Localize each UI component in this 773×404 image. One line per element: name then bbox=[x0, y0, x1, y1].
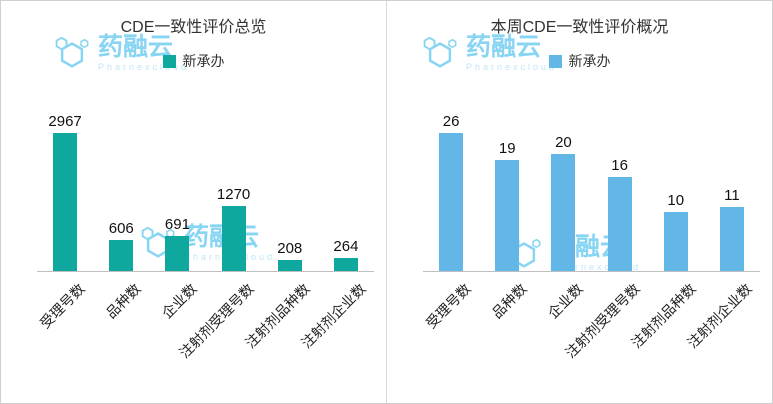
chart-legend: 新承办 bbox=[1, 51, 386, 71]
bar bbox=[719, 206, 744, 271]
legend-label: 新承办 bbox=[182, 53, 225, 69]
bar bbox=[53, 133, 78, 271]
bar-group: 11 注射剂企业数 bbox=[684, 113, 760, 351]
bar-group: 20 企业数 bbox=[535, 113, 591, 321]
bar-group: 1270 注射剂受理号数 bbox=[176, 113, 262, 361]
bar bbox=[439, 133, 464, 271]
bar-value-label: 16 bbox=[611, 157, 628, 175]
bar bbox=[607, 177, 632, 271]
bar-value-label: 1270 bbox=[216, 186, 251, 204]
bar-group: 208 注射剂品种数 bbox=[242, 113, 318, 351]
bar-value-label: 691 bbox=[164, 215, 190, 233]
x-axis-label: 企业数 bbox=[159, 280, 201, 322]
bar bbox=[495, 159, 520, 271]
bar-value-label: 11 bbox=[724, 186, 740, 204]
x-axis-label: 受理号数 bbox=[36, 280, 88, 332]
legend-swatch bbox=[548, 54, 562, 68]
bar-value-label: 10 bbox=[667, 192, 685, 210]
bar-group: 16 注射剂受理号数 bbox=[562, 113, 648, 361]
chart-panel-weekly-cde: 本周CDE一致性评价概况 新承办 药融云 Pharnexcloud bbox=[386, 1, 772, 403]
x-axis-label: 受理号数 bbox=[422, 280, 474, 332]
plot-area: 2967 受理号数 606 品种数 691 企业数 1270 注射剂受理号数 208 注射剂品种数… bbox=[37, 113, 374, 361]
chart-panel-cde-overview: CDE一致性评价总览 新承办 药融云 Pharnexcloud 药融 bbox=[1, 1, 386, 403]
bar-group: 10 注射剂品种数 bbox=[628, 113, 704, 351]
bar-value-label: 208 bbox=[277, 240, 303, 258]
bar-group: 691 企业数 bbox=[149, 113, 205, 322]
legend-swatch bbox=[162, 54, 176, 68]
bar-value-label: 264 bbox=[333, 237, 359, 255]
bar-value-label: 26 bbox=[442, 113, 460, 130]
chart-title: CDE一致性评价总览 bbox=[120, 19, 267, 36]
bar bbox=[221, 206, 246, 271]
bar-value-label: 606 bbox=[108, 220, 134, 238]
bar-group: 2967 受理号数 bbox=[37, 113, 93, 331]
bar-group: 264 注射剂企业数 bbox=[298, 113, 374, 352]
bar bbox=[551, 153, 576, 271]
bar bbox=[277, 260, 302, 271]
x-axis-label: 企业数 bbox=[545, 280, 587, 322]
bar-value-label: 2967 bbox=[48, 113, 82, 130]
bar bbox=[663, 212, 688, 271]
bar bbox=[333, 257, 358, 271]
legend-label: 新承办 bbox=[568, 53, 611, 69]
bar-group: 19 品种数 bbox=[479, 113, 535, 322]
bar-value-label: 19 bbox=[498, 139, 516, 157]
x-axis-label: 品种数 bbox=[488, 280, 530, 322]
plot-area: 26 受理号数 19 品种数 20 企业数 16 注射剂受理号数 10 注射剂品种数 11 注射剂企业… bbox=[423, 113, 760, 361]
bar-value-label: 20 bbox=[555, 133, 572, 151]
bar-group: 606 品种数 bbox=[93, 113, 149, 321]
bar-group: 26 受理号数 bbox=[423, 113, 479, 331]
x-axis-label: 品种数 bbox=[102, 280, 144, 322]
bar bbox=[109, 240, 134, 271]
bar bbox=[165, 235, 190, 271]
chart-legend: 新承办 bbox=[387, 51, 772, 71]
chart-title: 本周CDE一致性评价概况 bbox=[490, 19, 669, 36]
